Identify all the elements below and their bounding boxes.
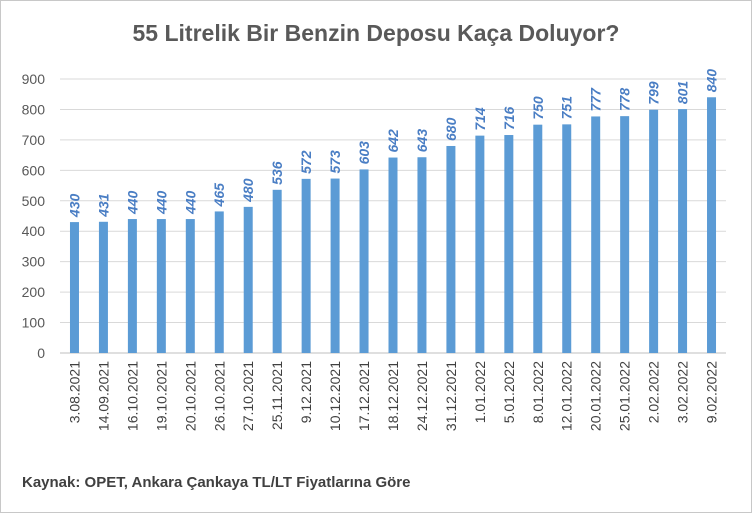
- data-label: 750: [530, 96, 546, 120]
- bar-20: [620, 116, 630, 354]
- bar-6: [214, 211, 224, 353]
- x-tick-label: 10.12.2021: [327, 361, 343, 431]
- bar-17: [533, 124, 543, 354]
- x-tick-label: 5.01.2022: [501, 361, 517, 423]
- y-tick-label: 400: [22, 223, 46, 239]
- data-label: 431: [95, 193, 111, 218]
- chart-title: 55 Litrelik Bir Benzin Deposu Kaça Doluy…: [132, 20, 620, 46]
- y-tick-label: 300: [22, 254, 46, 270]
- y-tick-label: 200: [22, 284, 46, 300]
- x-tick-label: 26.10.2021: [211, 361, 227, 431]
- bar-11: [359, 169, 369, 353]
- data-label: 714: [472, 107, 488, 131]
- bar-3: [127, 219, 137, 353]
- bar-9: [301, 178, 311, 353]
- bar-23: [707, 97, 717, 354]
- y-tick-label: 700: [22, 132, 46, 148]
- bar-2: [98, 221, 108, 353]
- x-tick-label: 25.11.2021: [269, 361, 285, 430]
- data-label: 716: [501, 106, 517, 130]
- x-tick-label: 27.10.2021: [240, 361, 256, 431]
- y-tick-label: 0: [37, 345, 45, 361]
- x-tick-label: 12.01.2022: [559, 361, 575, 431]
- bar-8: [272, 189, 282, 353]
- data-label: 603: [356, 141, 372, 165]
- x-tick-label: 16.10.2021: [124, 361, 140, 431]
- x-tick-label: 1.01.2022: [472, 361, 488, 423]
- x-tick-label: 20.01.2022: [588, 361, 604, 431]
- y-tick-label: 100: [22, 315, 46, 331]
- bar-15: [475, 135, 485, 353]
- bar-4: [156, 219, 166, 353]
- x-tick-label: 31.12.2021: [443, 361, 459, 431]
- data-label: 751: [559, 96, 575, 120]
- x-tick-label: 3.02.2022: [675, 361, 691, 423]
- x-tick-label: 25.01.2022: [617, 361, 633, 431]
- bar-18: [562, 124, 572, 354]
- data-label: 536: [269, 161, 285, 185]
- data-label: 777: [588, 87, 604, 112]
- data-label: 480: [240, 178, 256, 203]
- data-label: 799: [646, 81, 662, 105]
- x-tick-label: 17.12.2021: [356, 361, 372, 431]
- data-label: 572: [298, 150, 314, 174]
- data-label: 440: [182, 190, 198, 215]
- bar-16: [504, 135, 514, 353]
- data-label: 643: [414, 129, 430, 153]
- x-tick-label: 19.10.2021: [153, 361, 169, 431]
- bar-5: [185, 219, 195, 353]
- y-tick-label: 500: [22, 193, 46, 209]
- y-tick-label: 600: [22, 162, 46, 178]
- y-tick-label: 800: [22, 101, 46, 117]
- bar-14: [446, 145, 456, 353]
- bar-13: [417, 157, 427, 353]
- data-label: 642: [385, 129, 401, 153]
- data-label: 430: [66, 194, 82, 219]
- data-label: 778: [617, 88, 633, 112]
- bar-1: [69, 222, 79, 353]
- bar-19: [591, 116, 601, 354]
- data-label: 840: [704, 69, 720, 93]
- source-note: Kaynak: OPET, Ankara Çankaya TL/LT Fiyat…: [22, 474, 411, 491]
- x-tick-label: 9.12.2021: [298, 361, 314, 423]
- data-label: 440: [153, 190, 169, 215]
- bar-21: [649, 109, 659, 353]
- data-label: 465: [211, 183, 227, 208]
- y-tick-label: 900: [22, 71, 46, 87]
- bar-10: [330, 178, 340, 353]
- data-label: 801: [675, 81, 691, 105]
- x-tick-label: 24.12.2021: [414, 361, 430, 431]
- data-label: 440: [124, 190, 140, 215]
- bar-7: [243, 206, 253, 353]
- x-tick-label: 20.10.2021: [182, 361, 198, 431]
- x-tick-label: 18.12.2021: [385, 361, 401, 431]
- x-tick-label: 8.01.2022: [530, 361, 546, 423]
- x-tick-label: 9.02.2022: [704, 361, 720, 423]
- x-tick-label: 14.09.2021: [95, 361, 111, 431]
- x-tick-label: 3.08.2021: [66, 361, 82, 423]
- bar-22: [678, 109, 688, 353]
- data-label: 680: [443, 117, 459, 141]
- bar-12: [388, 157, 398, 353]
- data-label: 573: [327, 150, 343, 174]
- x-tick-label: 2.02.2022: [646, 361, 662, 423]
